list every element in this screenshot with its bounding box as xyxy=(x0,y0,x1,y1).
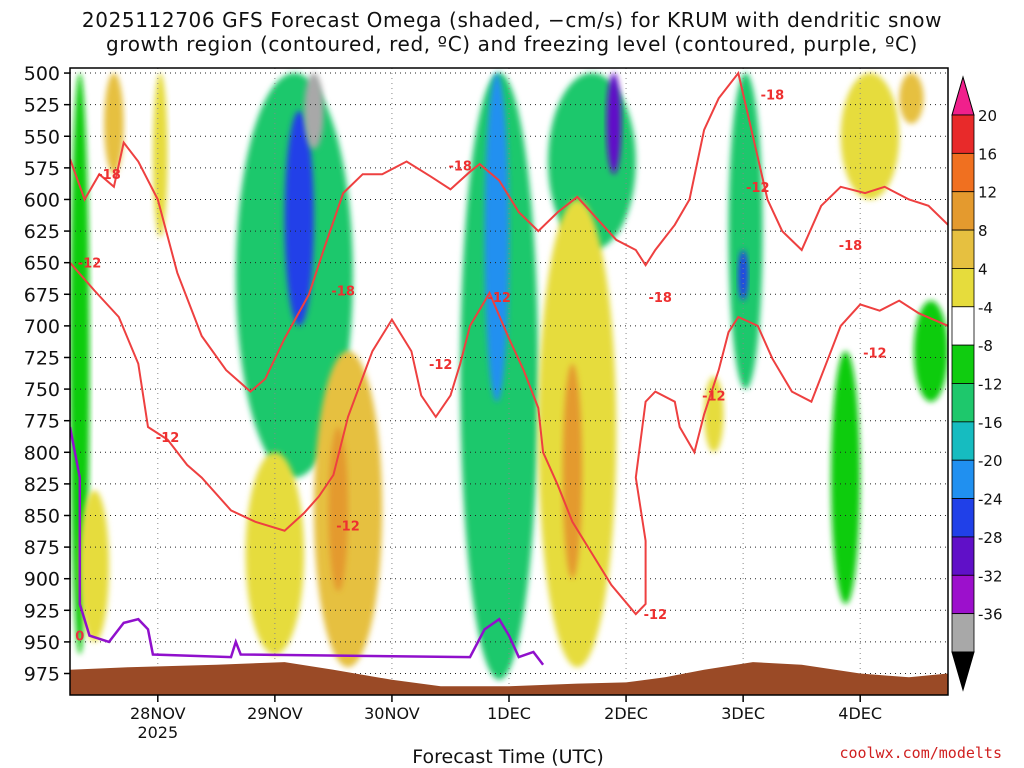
colorbar-swatch-6 xyxy=(951,344,975,384)
y-tick-label-750: 750 xyxy=(24,379,60,401)
colorbar-label--8: -8 xyxy=(978,337,993,355)
y-tick-label-975: 975 xyxy=(24,664,60,686)
x-tick-sublabel-0: 2025 xyxy=(137,723,178,742)
colorbar-label-4: 4 xyxy=(978,260,988,278)
colorbar-swatch-12 xyxy=(951,574,975,615)
colorbar-swatch-0 xyxy=(951,114,975,154)
chart-title-line1: 2025112706 GFS Forecast Omega (shaded, −… xyxy=(81,8,943,32)
plot-area: -18 -12 -12 -12 -18 -18 -12 -12 -12 -18 -12 -12 -18 -… xyxy=(70,68,948,695)
y-tick-label-775: 775 xyxy=(24,411,60,433)
contour-label-9: -18 xyxy=(648,291,672,306)
y-tick-label-925: 925 xyxy=(24,600,60,622)
contour-label-7: -12 xyxy=(487,291,511,306)
colorbar-bottom-arrow xyxy=(951,651,975,692)
colorbar-label--28: -28 xyxy=(978,529,1003,547)
contour-label-3: -12 xyxy=(336,520,360,535)
descent-region-20 xyxy=(704,376,724,453)
contour-label-13: -18 xyxy=(839,239,863,254)
y-tick-label-675: 675 xyxy=(24,284,60,306)
y-tick-label-825: 825 xyxy=(24,474,60,496)
contour-label-2: -12 xyxy=(156,431,180,446)
colorbar-swatch-2 xyxy=(951,191,975,231)
descent-region-14 xyxy=(152,73,168,238)
contour-label-14: -12 xyxy=(863,346,887,361)
colorbar-swatch-10 xyxy=(951,498,975,538)
x-tick-label-0: 28NOV xyxy=(130,704,186,723)
dgz-contour-minus18 xyxy=(70,70,948,393)
ascent-region-11 xyxy=(913,300,948,402)
colorbar-label--4: -4 xyxy=(978,299,993,317)
y-tick-label-500: 500 xyxy=(24,63,60,85)
x-tick-label-3: 1DEC xyxy=(487,704,531,723)
colorbar-top-arrow xyxy=(951,75,975,116)
colorbar-label-16: 16 xyxy=(978,145,997,163)
y-tick-label-900: 900 xyxy=(24,569,60,591)
colorbar-swatch-3 xyxy=(951,229,975,269)
ascent-region-7 xyxy=(606,73,622,175)
y-tick-label-850: 850 xyxy=(24,505,60,527)
colorbar-label-8: 8 xyxy=(978,222,988,240)
x-tick-label-2: 30NOV xyxy=(364,704,420,723)
contour-label-10: -12 xyxy=(702,389,726,404)
contour-label-5: -18 xyxy=(448,159,472,174)
dgz-contour-minus12 xyxy=(70,262,948,616)
y-tick-label-525: 525 xyxy=(24,95,60,117)
colorbar-label-12: 12 xyxy=(978,184,997,202)
ascent-region-10 xyxy=(830,351,861,604)
descent-region-13 xyxy=(104,73,124,175)
y-tick-label-550: 550 xyxy=(24,126,60,148)
ascent-region-2 xyxy=(284,110,314,326)
y-tick-label-700: 700 xyxy=(24,316,60,338)
colorbar-swatch-7 xyxy=(951,383,975,423)
contour-label-11: -12 xyxy=(746,181,770,196)
colorbar-swatch-13 xyxy=(951,613,975,653)
terrain-surface xyxy=(70,662,948,695)
colorbar-swatch-1 xyxy=(951,152,975,193)
colorbar-swatch-11 xyxy=(951,536,975,576)
y-tick-label-950: 950 xyxy=(24,632,60,654)
colorbar-swatch-4 xyxy=(951,268,975,308)
ascent-region-3 xyxy=(304,73,324,149)
contour-label-4: -18 xyxy=(331,284,355,299)
contour-label-1: -12 xyxy=(78,257,102,272)
contour-label-8: -12 xyxy=(644,608,668,623)
ascent-region-5 xyxy=(484,73,509,402)
y-tick-label-725: 725 xyxy=(24,347,60,369)
contour-label-0: -18 xyxy=(97,168,121,183)
y-tick-label-575: 575 xyxy=(24,158,60,180)
x-axis-title: Forecast Time (UTC) xyxy=(412,746,604,768)
colorbar-label--20: -20 xyxy=(978,452,1003,470)
y-tick-label-600: 600 xyxy=(24,189,60,211)
contour-label-12: -18 xyxy=(761,89,785,104)
colorbar-label--16: -16 xyxy=(978,414,1003,432)
y-tick-label-800: 800 xyxy=(24,442,60,464)
y-tick-label-650: 650 xyxy=(24,253,60,275)
site-credit[interactable]: coolwx.com/modelts xyxy=(839,744,1002,762)
contour-label-6: -12 xyxy=(429,358,453,373)
x-tick-label-6: 4DEC xyxy=(838,704,882,723)
colorbar-label--36: -36 xyxy=(978,606,1003,624)
x-tick-label-5: 3DEC xyxy=(721,704,765,723)
colorbar-swatch-5 xyxy=(951,306,975,346)
descent-region-12 xyxy=(79,490,110,642)
colorbar-swatch-9 xyxy=(951,459,975,499)
colorbar-swatch-8 xyxy=(951,421,975,461)
colorbar-label-20: 20 xyxy=(978,107,997,125)
contour-label-15: 0 xyxy=(75,630,84,645)
y-tick-label-625: 625 xyxy=(24,221,60,243)
colorbar-label--32: -32 xyxy=(978,567,1003,585)
chart-title-line2: growth region (contoured, red, ºC) and f… xyxy=(106,32,918,56)
x-tick-label-4: 2DEC xyxy=(604,704,648,723)
colorbar-label--12: -12 xyxy=(978,376,1003,394)
freezing-level-contour xyxy=(70,426,545,666)
x-tick-label-1: 29NOV xyxy=(247,704,303,723)
ascent-region-0 xyxy=(70,73,90,655)
colorbar-label--24: -24 xyxy=(978,491,1003,509)
y-tick-label-875: 875 xyxy=(24,537,60,559)
descent-region-17 xyxy=(328,427,349,592)
descent-region-22 xyxy=(899,73,924,124)
descent-region-19 xyxy=(562,363,583,579)
